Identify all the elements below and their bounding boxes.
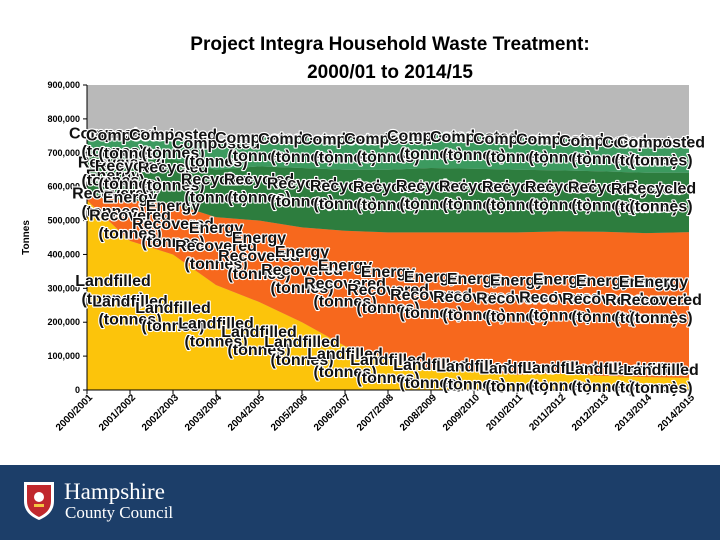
- recycled-data-label: Recycled (tonnes): [439, 179, 509, 214]
- x-tick-label: 2010/2011: [484, 392, 525, 433]
- x-tick-label: 2001/2002: [97, 392, 139, 434]
- hampshire-crest-icon: [24, 482, 54, 520]
- y-tick-label: 600,000: [47, 182, 80, 192]
- composted-data-label: Composted (tonnes): [258, 131, 346, 166]
- energy-data-label: Energy Recovered (tonnes): [175, 220, 257, 273]
- recycled-data-label: Recycled (tonnes): [267, 176, 337, 211]
- x-tick-label: 2012/2013: [570, 392, 612, 434]
- composted-data-label: Composted (tonnes): [129, 127, 217, 162]
- energy-data-label: Energy Recovered (tonnes): [605, 274, 687, 327]
- energy-data-label: Energy Recovered (tonnes): [620, 274, 702, 327]
- recycled-data-label: Recycled (tonnes): [181, 171, 251, 206]
- y-tick-label: 800,000: [47, 114, 80, 124]
- council-subtitle: County Council: [65, 503, 174, 522]
- energy-data-label: Energy Recovered (tonnes): [72, 168, 154, 221]
- composted-data-label: Composted (tonnes): [430, 129, 518, 164]
- recycled-data-label: Recycled (tonnes): [525, 179, 595, 214]
- y-tick-label: 500,000: [47, 216, 80, 226]
- chart-title-line1: Project Integra Household Waste Treatmen…: [190, 34, 590, 55]
- y-tick-label: 0: [75, 385, 80, 395]
- x-tick-label: 2014/2015: [656, 392, 698, 434]
- x-tick-label: 2005/2006: [269, 392, 311, 434]
- landfilled-data-label: Landfilled (tonnes): [92, 293, 168, 328]
- composted-data-label: Composted (tonnes): [86, 128, 174, 163]
- landfilled-data-label: Landfilled (tonnes): [221, 324, 297, 359]
- composted-data-label: Composted (tonnes): [215, 130, 303, 165]
- composted-data-label: Composted (tonnes): [301, 132, 389, 167]
- y-tick-label: 400,000: [47, 249, 80, 259]
- recycled-data-label: Recycled (tonnes): [310, 178, 380, 213]
- landfilled-data-label: Landfilled (tonnes): [623, 362, 699, 397]
- composted-data-label: Composted (tonnes): [559, 133, 647, 168]
- energy-data-label: Energy Recovered (tonnes): [132, 198, 214, 251]
- composted-data-label: Composted (tonnes): [617, 135, 705, 170]
- landfilled-data-label: Landfilled (tonnes): [350, 352, 426, 387]
- x-tick-label: 2011/2012: [527, 392, 568, 433]
- recycled-data-label: Recycled (tonnes): [396, 178, 466, 213]
- x-tick-label: 2006/2007: [312, 392, 354, 434]
- energy-data-label: Energy Recovered (tonnes): [390, 269, 472, 322]
- energy-data-label: Energy Recovered (tonnes): [347, 264, 429, 317]
- x-tick-label: 2002/2003: [140, 392, 182, 434]
- y-tick-label: 100,000: [47, 351, 80, 361]
- x-tick-label: 2013/2014: [613, 392, 655, 434]
- energy-data-label: Energy Recovered (tonnes): [433, 271, 515, 324]
- energy-data-label: Energy Recovered (tonnes): [476, 273, 558, 326]
- x-tick-label: 2007/2008: [355, 392, 397, 434]
- landfilled-data-label: Landfilled (tonnes): [522, 360, 598, 395]
- recycled-data-label: Recycled (tonnes): [138, 160, 208, 195]
- landfilled-area: [87, 200, 689, 390]
- recycled-data-label: Recycled (tonnes): [78, 155, 148, 190]
- chart-title-line2: 2000/01 to 2014/15: [307, 62, 473, 83]
- x-tick-label: 2004/2005: [226, 392, 268, 434]
- y-tick-label: 900,000: [47, 80, 80, 90]
- y-tick-label: 300,000: [47, 283, 80, 293]
- council-name: Hampshire: [64, 479, 165, 504]
- footer-bar: [0, 465, 720, 540]
- recycled-data-label: Recycled (tonnes): [353, 179, 423, 214]
- composted-area: [87, 132, 689, 173]
- recycled-area: [87, 156, 689, 234]
- waste-treatment-area-chart: 0 100,000 200,000 300,000 400,000 500,000 600,…: [21, 80, 706, 434]
- composted-data-label: Composted (tonnes): [602, 135, 690, 170]
- landfilled-data-label: Landfilled (tonnes): [178, 315, 254, 350]
- composted-data-label: Composted (tonnes): [172, 136, 260, 171]
- landfilled-data-label: Landfilled (tonnes): [565, 361, 641, 396]
- energy-data-label: Energy Recovered (tonnes): [218, 230, 300, 283]
- x-tick-label: 2009/2010: [441, 392, 483, 434]
- x-tick-label: 2003/2004: [183, 392, 225, 434]
- energy-data-label: Energy Recovered (tonnes): [261, 244, 343, 297]
- recycled-data-label: Recycled (tonnes): [568, 180, 638, 215]
- composted-data-label: Composted (tonnes): [473, 131, 561, 166]
- landfilled-data-label: Landfilled (tonnes): [75, 273, 151, 308]
- recycled-data-label: Recycled (tonnes): [482, 179, 552, 214]
- energy-data-label: Energy Recovered (tonnes): [519, 272, 601, 325]
- y-tick-label: 700,000: [47, 148, 80, 158]
- recycled-data-label: Recycled (tonnes): [95, 158, 165, 193]
- landfilled-data-label: Landfilled (tonnes): [479, 360, 555, 395]
- landfilled-data-label: Landfilled (tonnes): [264, 334, 340, 369]
- landfilled-data-label: Landfilled (tonnes): [436, 359, 512, 394]
- x-tick-label: 2008/2009: [398, 392, 440, 434]
- composted-data-label: Composted (tonnes): [69, 126, 157, 161]
- y-tick-label: 200,000: [47, 317, 80, 327]
- landfilled-data-label: Landfilled (tonnes): [307, 346, 383, 381]
- energy-recovered-area: [87, 196, 689, 378]
- landfilled-data-label: Landfilled (tonnes): [608, 362, 684, 397]
- landfilled-data-label: Landfilled (tonnes): [135, 300, 211, 335]
- y-axis-label: Tonnes: [21, 220, 32, 255]
- energy-data-label: Energy Recovered (tonnes): [562, 273, 644, 326]
- composted-data-label: Composted (tonnes): [387, 128, 475, 163]
- recycled-data-label: Recycled (tonnes): [224, 171, 294, 206]
- energy-data-label: Energy Recovered (tonnes): [89, 190, 171, 243]
- composted-data-label: Composted (tonnes): [516, 131, 604, 166]
- recycled-data-label: Recycled (tonnes): [611, 181, 681, 216]
- energy-data-label: Energy Recovered (tonnes): [304, 257, 386, 310]
- composted-data-label: Composted (tonnes): [344, 131, 432, 166]
- recycled-data-label: Recycled (tonnes): [626, 180, 696, 215]
- landfilled-data-label: Landfilled (tonnes): [393, 357, 469, 392]
- x-tick-label: 2000/2001: [54, 392, 96, 434]
